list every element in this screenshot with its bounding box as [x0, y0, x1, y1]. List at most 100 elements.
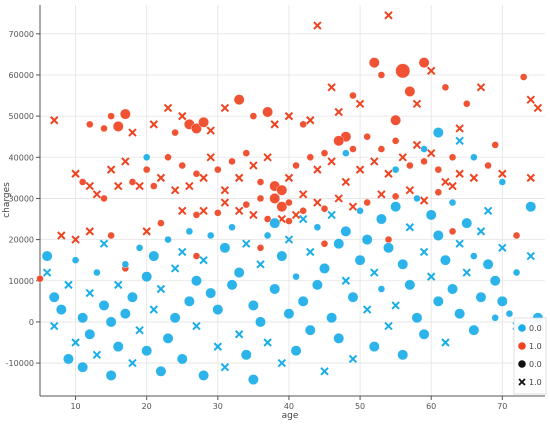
data-point-x-stroke: [455, 239, 464, 248]
data-point-circle: [397, 349, 409, 361]
data-point-circle: [519, 73, 528, 81]
data-point-x: [327, 157, 336, 166]
data-point-circle: [41, 250, 53, 262]
data-point-circle: [397, 258, 409, 270]
data-point-x: [498, 243, 507, 253]
data-point-circle: [468, 324, 480, 336]
x-tick-label: 50: [355, 402, 365, 411]
data-point-x: [213, 342, 223, 351]
data-point-circle: [434, 165, 443, 174]
data-point-x-stroke: [377, 190, 386, 199]
data-point-circle: [390, 201, 402, 213]
data-point-x-stroke: [263, 338, 272, 347]
data-point-x-stroke: [71, 235, 80, 244]
data-point-x-stroke: [476, 83, 486, 92]
data-point-x-stroke: [348, 202, 358, 211]
data-point-circle: [311, 279, 323, 291]
legend-label: 1.0: [529, 378, 542, 387]
data-point-circle: [525, 201, 537, 213]
data-point-x: [483, 206, 493, 215]
data-point-circle: [100, 194, 108, 203]
x-ticks: 10 20 30 40 50 60 70: [70, 396, 507, 411]
data-point-circle: [498, 178, 507, 186]
data-point-circle: [349, 145, 357, 153]
data-point-x: [242, 239, 251, 248]
data-point-x: [419, 247, 429, 257]
data-point-circle: [86, 120, 94, 129]
data-point-x: [71, 235, 80, 244]
y-tick-label: 0: [29, 318, 34, 327]
data-point-x-stroke: [448, 181, 457, 191]
data-point-x-stroke: [270, 120, 279, 129]
data-point-x-stroke: [341, 177, 351, 187]
data-point-x: [370, 268, 379, 277]
data-point-circle: [233, 94, 245, 106]
data-point-x-stroke: [327, 210, 336, 220]
data-point-x: [448, 181, 457, 191]
y-tick-label: 70000: [9, 30, 34, 39]
data-point-x: [469, 173, 479, 183]
data-point-x-stroke: [71, 338, 80, 347]
data-point-x-stroke: [85, 227, 94, 236]
data-point-x: [249, 161, 258, 170]
grid: [40, 5, 545, 396]
data-point-x-stroke: [220, 186, 230, 195]
legend: 0.0 1.0 0.0 1.0: [513, 317, 547, 395]
data-point-circle: [491, 141, 499, 149]
data-point-x: [526, 173, 535, 183]
data-point-x: [306, 247, 315, 257]
data-point-x: [234, 206, 244, 215]
data-point-circle: [304, 324, 316, 336]
x-tick-label: 30: [213, 402, 223, 411]
data-point-circle: [432, 295, 444, 307]
data-point-x: [220, 198, 230, 207]
data-point-x-stroke: [71, 169, 80, 178]
data-point-circle: [142, 153, 151, 161]
data-point-circle: [340, 225, 352, 237]
data-point-x: [220, 103, 230, 113]
data-point-circle: [383, 242, 394, 254]
data-point-x-stroke: [234, 330, 244, 339]
data-point-circle: [299, 120, 307, 129]
data-point-circle: [411, 312, 423, 324]
data-point-x: [178, 206, 187, 215]
data-point-x-stroke: [178, 111, 187, 121]
axes: [39, 5, 545, 397]
data-point-circle: [290, 345, 302, 357]
data-point-circle: [155, 365, 167, 377]
data-point-x: [149, 305, 159, 314]
data-point-x: [185, 181, 194, 191]
data-point-x: [85, 181, 94, 191]
data-point-x: [284, 173, 294, 183]
data-point-x: [99, 239, 109, 248]
data-point-circle: [191, 123, 202, 134]
data-point-circle: [313, 223, 322, 231]
data-point-circle: [320, 240, 329, 248]
data-point-x: [71, 338, 80, 347]
data-point-circle: [461, 217, 473, 229]
data-point-circle: [475, 291, 487, 303]
data-point-x: [334, 194, 343, 203]
data-point-x: [355, 165, 365, 174]
data-point-circle: [292, 161, 300, 170]
data-point-circle: [413, 194, 421, 203]
data-point-x-stroke: [469, 173, 479, 183]
data-point-circle: [135, 244, 144, 252]
data-point-circle: [192, 211, 201, 219]
data-point-x-stroke: [192, 321, 201, 331]
data-point-x-stroke: [263, 153, 272, 162]
data-point-circle: [228, 157, 236, 166]
data-point-circle: [119, 108, 131, 120]
data-point-x-stroke: [370, 268, 379, 277]
data-point-circle: [384, 235, 393, 244]
data-point-x: [348, 354, 358, 364]
data-point-x: [533, 103, 543, 113]
data-point-x-stroke: [85, 288, 94, 298]
data-point-x: [178, 247, 187, 257]
data-point-x-stroke: [462, 268, 471, 277]
data-point-x: [192, 321, 201, 331]
data-point-x: [412, 99, 422, 108]
y-tick-label: 50000: [9, 112, 34, 121]
data-point-circle: [391, 137, 400, 145]
data-point-x-stroke: [391, 301, 400, 310]
